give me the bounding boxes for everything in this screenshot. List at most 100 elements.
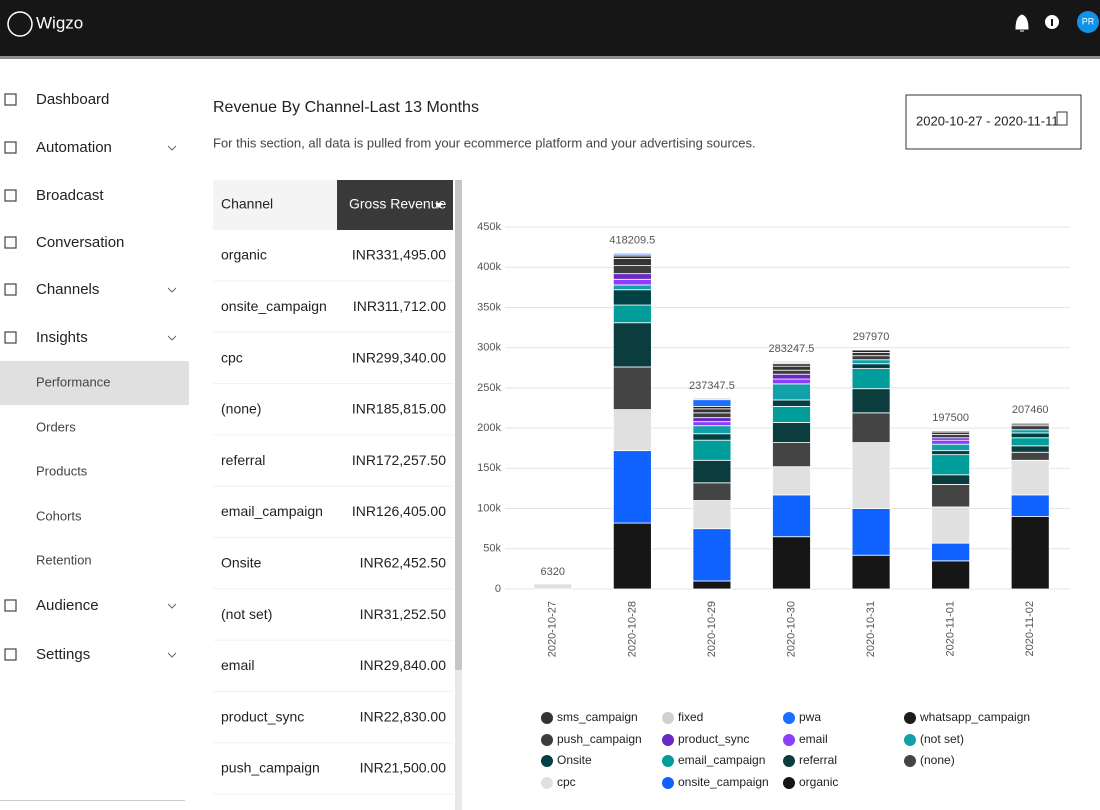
- bar-segment: [1010, 437, 1050, 447]
- nav-chevron: [167, 287, 177, 293]
- legend-swatch: [541, 734, 553, 746]
- legend-label[interactable]: referral: [799, 753, 837, 767]
- scrollbar-thumb[interactable]: [455, 180, 462, 670]
- table-cell-channel: cpc: [221, 349, 243, 365]
- legend-label[interactable]: onsite_campaign: [678, 775, 769, 789]
- bar-segment: [772, 536, 811, 590]
- bar-segment: [612, 522, 652, 590]
- legend-label[interactable]: (not set): [920, 732, 964, 746]
- legend-label[interactable]: fixed: [678, 710, 703, 724]
- notification-icon[interactable]: [1015, 14, 1029, 32]
- bar-segment: [772, 494, 811, 538]
- legend-label[interactable]: product_sync: [678, 732, 749, 746]
- nav-subitem[interactable]: Retention: [36, 552, 92, 567]
- table-cell-channel: Onsite: [221, 555, 262, 571]
- y-tick-label: 50k: [483, 543, 501, 555]
- nav-item[interactable]: Insights: [36, 329, 88, 346]
- legend-swatch: [662, 734, 674, 746]
- avatar-initials: PR: [1082, 16, 1095, 26]
- legend-swatch: [904, 734, 916, 746]
- bar-segment: [1010, 494, 1050, 518]
- bar-total-label: 297970: [853, 331, 890, 343]
- bar-segment: [772, 383, 811, 401]
- bar-segment: [1010, 459, 1050, 496]
- date-picker[interactable]: [905, 94, 1082, 150]
- nav-subitem[interactable]: Performance: [36, 374, 110, 389]
- bar-segment: [851, 363, 891, 369]
- legend-label[interactable]: cpc: [557, 775, 576, 789]
- bar-segment: [692, 580, 732, 590]
- bar-segment: [931, 450, 971, 456]
- bar-total-label: 207460: [1012, 404, 1049, 416]
- table-header-cell: [213, 180, 337, 230]
- nav-item[interactable]: Dashboard: [36, 91, 109, 108]
- nav-subitem[interactable]: Cohorts: [36, 508, 82, 523]
- bar-total-label: 197500: [932, 412, 969, 424]
- bar-segment: [1010, 429, 1050, 434]
- legend-label[interactable]: Onsite: [557, 753, 592, 767]
- nav-icon: [4, 93, 17, 106]
- legend-label[interactable]: organic: [799, 775, 838, 789]
- bar-segment: [931, 484, 971, 508]
- table-cell-channel: (not set): [221, 606, 272, 622]
- y-tick-label: 200k: [477, 422, 501, 434]
- nav-item[interactable]: Broadcast: [36, 187, 104, 204]
- bar-segment: [851, 355, 891, 361]
- legend-swatch: [783, 755, 795, 767]
- bar-segment: [1010, 421, 1050, 424]
- legend-label[interactable]: email_campaign: [678, 753, 765, 767]
- active-nav-highlight: [0, 361, 189, 405]
- bar-segment: [851, 388, 891, 414]
- legend-label[interactable]: pwa: [799, 710, 821, 724]
- nav-item[interactable]: Automation: [36, 139, 112, 156]
- bar-segment: [612, 304, 652, 324]
- bar-segment: [612, 366, 652, 411]
- bar-segment: [692, 417, 732, 423]
- bar-segment: [851, 352, 891, 357]
- logo[interactable]: Wigzo: [36, 13, 83, 32]
- legend-label[interactable]: push_campaign: [557, 732, 642, 746]
- table-cell-revenue: INR21,500.00: [360, 760, 447, 776]
- nav-item[interactable]: Channels: [36, 281, 99, 298]
- avatar[interactable]: [1077, 11, 1099, 33]
- nav-subitem[interactable]: Products: [36, 463, 88, 478]
- bar-segment: [851, 348, 891, 351]
- legend-label[interactable]: sms_campaign: [557, 710, 638, 724]
- legend-swatch: [904, 712, 916, 724]
- bar-segment: [692, 459, 732, 484]
- table-header: Channel: [221, 196, 273, 212]
- table-cell-revenue: INR126,405.00: [352, 503, 446, 519]
- x-tick-label: 2020-10-29: [706, 601, 718, 657]
- nav-subitem[interactable]: Orders: [36, 419, 76, 434]
- bar-segment: [1010, 445, 1050, 453]
- nav-item[interactable]: Settings: [36, 646, 90, 663]
- table-header-sorted-cell[interactable]: [337, 180, 453, 230]
- bar-segment: [692, 425, 732, 435]
- bar-total-label: 6320: [541, 566, 565, 578]
- table-cell-channel: referral: [221, 452, 265, 468]
- table-cell-channel: organic: [221, 247, 267, 263]
- bar-segment: [612, 322, 652, 368]
- legend-swatch: [904, 755, 916, 767]
- nav-item[interactable]: Audience: [36, 597, 99, 614]
- y-tick-label: 0: [495, 583, 501, 595]
- date-range: 2020-10-27 - 2020-11-11: [916, 113, 1059, 128]
- legend-label[interactable]: whatsapp_campaign: [919, 710, 1030, 724]
- y-tick-label: 450k: [477, 221, 501, 233]
- bar-segment: [612, 252, 652, 255]
- y-tick-label: 400k: [477, 261, 501, 273]
- legend-swatch: [541, 755, 553, 767]
- bar-segment: [1010, 432, 1050, 439]
- bar-segment: [612, 278, 652, 286]
- bar-segment: [931, 506, 971, 544]
- nav-icon: [4, 648, 17, 661]
- table-cell-channel: (none): [221, 401, 261, 417]
- x-tick-label: 2020-10-30: [785, 601, 797, 657]
- legend-label[interactable]: email: [799, 732, 828, 746]
- bar-segment: [931, 454, 971, 476]
- sidebar-divider: [0, 800, 185, 801]
- table-cell-revenue: INR299,340.00: [352, 349, 446, 365]
- nav-item[interactable]: Conversation: [36, 234, 124, 251]
- bar-segment: [692, 421, 732, 427]
- legend-label[interactable]: (none): [920, 753, 955, 767]
